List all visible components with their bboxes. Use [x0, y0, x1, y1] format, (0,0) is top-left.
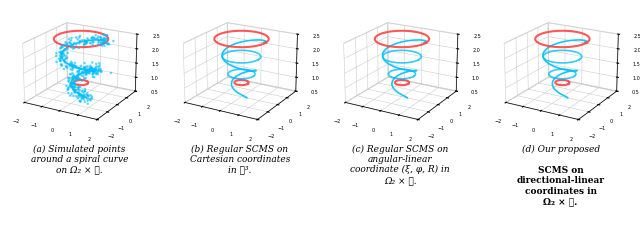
Text: (c) Regular SCMS on
angular-linear
coordinate (ξ, φ, R) in
Ω₂ × ℝ.: (c) Regular SCMS on angular-linear coord… [351, 144, 450, 184]
Text: (a) Simulated points
around a spiral curve
on Ω₂ × ℝ.: (a) Simulated points around a spiral cur… [31, 144, 128, 174]
Text: (d) Our proposed: (d) Our proposed [522, 144, 600, 153]
Text: SCMS on
directional-linear
coordinates in
Ω₂ × ℝ.: SCMS on directional-linear coordinates i… [516, 165, 605, 205]
Text: (b) Regular SCMS on
Cartesian coordinates
in ℝ³.: (b) Regular SCMS on Cartesian coordinate… [189, 144, 290, 174]
